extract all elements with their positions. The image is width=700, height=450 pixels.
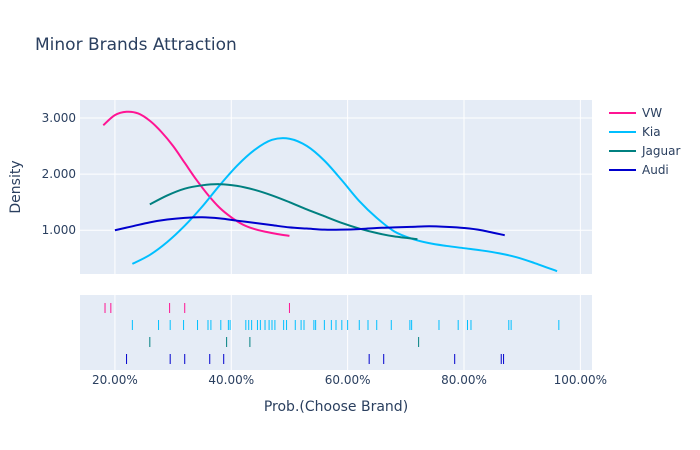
density-curves bbox=[102, 110, 558, 273]
x-tick-label: 60.00% bbox=[325, 373, 371, 387]
x-tick-label: 100.00% bbox=[554, 373, 607, 387]
vw-density-curve[interactable] bbox=[102, 110, 290, 237]
legend: VW Kia Jaguar Audi bbox=[609, 106, 680, 177]
legend-label: Jaguar bbox=[641, 144, 680, 158]
jaguar-density-curve[interactable] bbox=[149, 183, 418, 241]
x-tick-label: 40.00% bbox=[208, 373, 254, 387]
y-axis-title: Density bbox=[8, 160, 24, 213]
x-tick-label: 80.00% bbox=[441, 373, 487, 387]
y-tick-labels: 1.000 2.000 3.000 bbox=[42, 111, 76, 237]
main-plot-background bbox=[80, 100, 592, 274]
x-tick-label: 20.00% bbox=[92, 373, 138, 387]
rug-plot-background bbox=[80, 295, 592, 370]
legend-item-jaguar[interactable]: Jaguar bbox=[609, 144, 680, 158]
kia-density-curve[interactable] bbox=[131, 137, 558, 273]
rug-marks bbox=[104, 303, 560, 364]
legend-item-audi[interactable]: Audi bbox=[609, 163, 669, 177]
x-tick-labels: 20.00% 40.00% 60.00% 80.00% 100.00% bbox=[92, 373, 607, 387]
x-gridlines bbox=[114, 100, 581, 370]
y-tick-label: 2.000 bbox=[42, 167, 76, 181]
chart-title: Minor Brands Attraction bbox=[35, 35, 237, 55]
y-tick-label: 3.000 bbox=[42, 111, 76, 125]
y-tick-label: 1.000 bbox=[42, 223, 76, 237]
x-axis-title: Prob.(Choose Brand) bbox=[264, 399, 408, 415]
legend-label: Audi bbox=[642, 163, 669, 177]
legend-label: VW bbox=[642, 106, 662, 120]
legend-item-vw[interactable]: VW bbox=[609, 106, 662, 120]
audi-density-curve[interactable] bbox=[114, 216, 505, 237]
legend-label: Kia bbox=[642, 125, 661, 139]
legend-item-kia[interactable]: Kia bbox=[609, 125, 661, 139]
